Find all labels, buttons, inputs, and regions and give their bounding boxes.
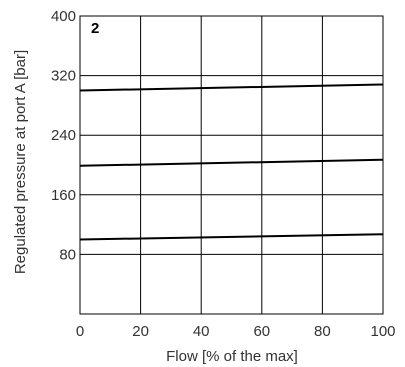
panel-label: 2 <box>91 20 99 37</box>
x-tick-label: 80 <box>314 323 331 340</box>
series-line-2 <box>79 158 384 167</box>
y-tick-label: 400 <box>51 8 76 25</box>
series-line-1 <box>79 83 384 92</box>
x-tick-label: 100 <box>370 323 395 340</box>
x-axis-label: Flow [% of the max] <box>166 348 298 365</box>
y-tick-labels: 80 160 240 320 400 <box>51 8 76 263</box>
x-tick-label: 60 <box>253 323 270 340</box>
y-tick-label: 160 <box>51 187 76 204</box>
plot-frame <box>79 15 384 315</box>
y-tick-label: 320 <box>51 68 76 85</box>
y-tick-label: 80 <box>59 246 76 263</box>
series-line-3 <box>79 233 384 241</box>
grid-lines <box>80 16 383 314</box>
x-tick-label: 40 <box>193 323 210 340</box>
x-tick-labels: 0 20 40 60 80 100 <box>76 323 396 340</box>
y-axis-label: Regulated pressure at port A [bar] <box>12 50 29 274</box>
series-lines <box>79 83 384 241</box>
y-tick-label: 240 <box>51 127 76 144</box>
x-tick-label: 0 <box>76 323 84 340</box>
x-tick-label: 20 <box>132 323 149 340</box>
